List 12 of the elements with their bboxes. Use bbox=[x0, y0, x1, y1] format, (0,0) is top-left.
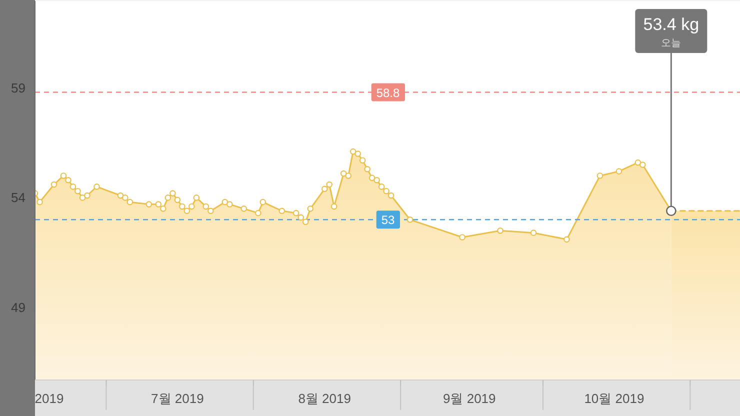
x-tick-label: 10월 2019 bbox=[584, 391, 644, 406]
annotation: 오늘 bbox=[661, 38, 682, 49]
x-tick-label: 7월 2019 bbox=[151, 391, 204, 406]
ref-line-label: 58.8 bbox=[376, 86, 400, 100]
x-tick-label: 9월 2019 bbox=[443, 391, 496, 406]
x-tick-label: 2019 bbox=[34, 391, 64, 406]
y-tick-label: 49 bbox=[11, 300, 26, 316]
ref-line-label: 53 bbox=[381, 213, 395, 228]
y-tick-label: 59 bbox=[11, 80, 26, 96]
y-tick-label: 54 bbox=[11, 190, 26, 206]
x-tick-label: 8월 2019 bbox=[298, 391, 351, 406]
annotation: 53.4 kg bbox=[643, 15, 700, 34]
